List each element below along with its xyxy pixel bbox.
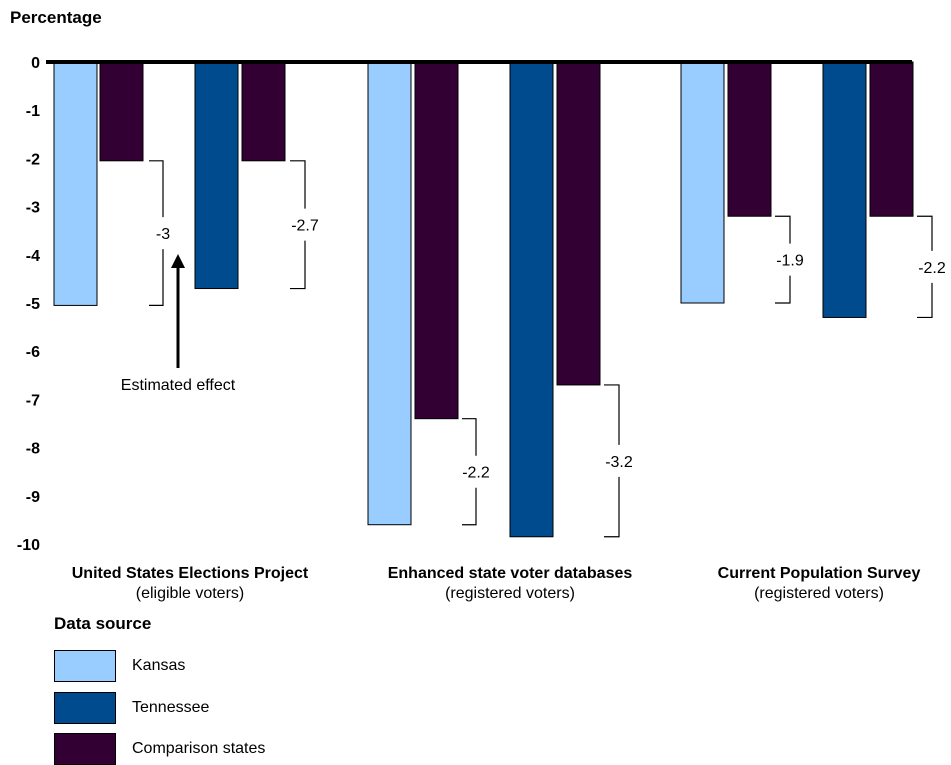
bar-comparison-states xyxy=(556,61,601,386)
y-tick-label: -3 xyxy=(26,200,40,217)
effect-bracket xyxy=(775,275,791,304)
legend-swatch-tennessee xyxy=(54,692,116,724)
group-label-statedb: Enhanced state voter databases (register… xyxy=(350,564,670,604)
bar-chart: 0 -1 -2 -3 -4 -5 -6 -7 -8 -9 -10 -3 -2.7 -2.2 -3.2 -1.9… xyxy=(17,55,946,554)
y-tick-label: -10 xyxy=(17,537,40,554)
effect-bracket xyxy=(917,282,933,319)
y-tick-label: -6 xyxy=(26,344,40,361)
group-label-cps: Current Population Survey (registered vo… xyxy=(659,564,951,604)
y-tick-label: -9 xyxy=(26,489,40,506)
y-tick-label: -7 xyxy=(26,392,40,409)
y-tick-label: -2 xyxy=(26,151,40,168)
legend-item-tennessee: Tennessee xyxy=(54,692,209,724)
group-title: Current Population Survey xyxy=(717,565,921,582)
group-title: United States Elections Project xyxy=(71,565,309,582)
y-tick-label: -4 xyxy=(26,248,40,265)
effect-bracket xyxy=(149,160,164,218)
legend-label: Comparison states xyxy=(132,740,266,757)
y-tick-label: -1 xyxy=(26,103,40,120)
bar-kansas xyxy=(680,61,725,304)
bar-tennessee xyxy=(509,61,554,538)
effect-label: -2.2 xyxy=(918,260,946,277)
effect-label: -1.9 xyxy=(776,253,804,270)
group-label-uselect: United States Elections Project (eligibl… xyxy=(30,564,350,604)
group-title: Enhanced state voter databases xyxy=(387,565,633,582)
group-subtitle: (registered voters) xyxy=(754,585,884,602)
legend-item-kansas: Kansas xyxy=(54,650,185,682)
bar-comparison-states xyxy=(727,61,772,217)
effect-bracket xyxy=(604,476,620,538)
effect-bracket xyxy=(462,487,477,526)
y-tick-label: -8 xyxy=(26,441,40,458)
bar-tennessee xyxy=(194,61,239,290)
effect-bracket xyxy=(775,215,791,244)
effect-label: -2.2 xyxy=(462,465,490,482)
legend-swatch-kansas xyxy=(54,650,116,682)
effect-bracket xyxy=(917,215,933,251)
bar-tennessee xyxy=(822,61,867,318)
legend-label: Tennessee xyxy=(132,699,210,716)
bar-comparison-states xyxy=(869,61,914,217)
bar-kansas xyxy=(53,61,98,306)
bar-comparison-states xyxy=(414,61,459,420)
annotation-label: Estimated effect xyxy=(121,377,236,394)
bar-comparison-states xyxy=(99,61,144,162)
effect-bracket xyxy=(604,384,620,445)
legend-swatch-comparison-states xyxy=(54,733,116,765)
y-axis-label: Percentage xyxy=(10,8,102,27)
legend-title: Data source xyxy=(54,614,152,633)
bar-kansas xyxy=(367,61,412,526)
group-subtitle: (registered voters) xyxy=(445,585,575,602)
effect-label: -2.7 xyxy=(291,218,319,235)
effect-bracket xyxy=(149,249,164,307)
bar-comparison-states xyxy=(241,61,286,162)
y-tick-label: 0 xyxy=(31,55,40,72)
legend-label: Kansas xyxy=(132,657,186,674)
y-tick-label: -5 xyxy=(26,296,40,313)
group-subtitle: (eligible voters) xyxy=(135,585,245,602)
effect-bracket xyxy=(290,160,306,209)
legend-item-comparison-states: Comparison states xyxy=(54,733,265,765)
effect-label: -3 xyxy=(156,226,170,243)
effect-label: -3.2 xyxy=(605,454,633,471)
effect-bracket xyxy=(290,240,306,290)
annotation-arrow-head xyxy=(171,254,185,268)
effect-bracket xyxy=(462,418,477,456)
